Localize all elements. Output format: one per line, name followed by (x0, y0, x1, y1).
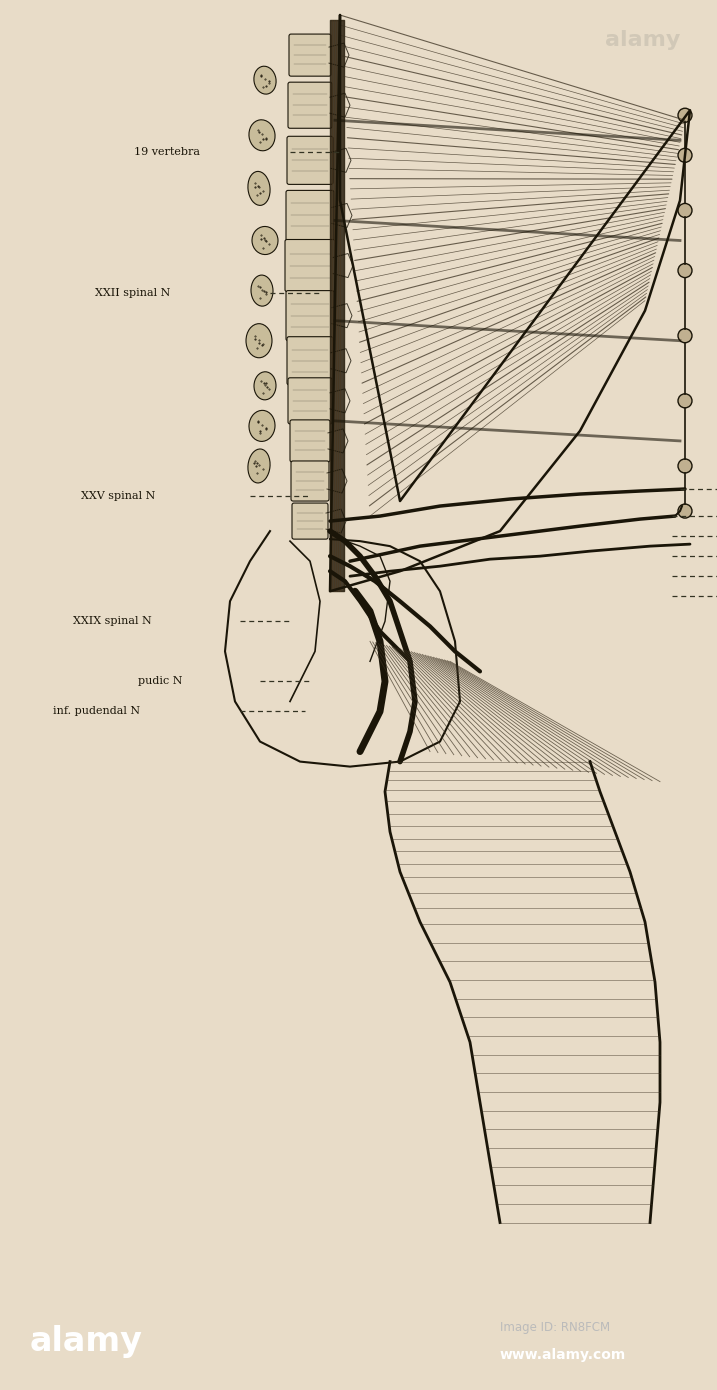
Text: alamy: alamy (30, 1325, 143, 1358)
FancyBboxPatch shape (288, 378, 332, 424)
Text: alamy: alamy (604, 31, 680, 50)
Ellipse shape (249, 120, 275, 150)
Ellipse shape (254, 371, 276, 400)
FancyBboxPatch shape (290, 420, 330, 461)
Text: Image ID: RN8FCM: Image ID: RN8FCM (500, 1322, 610, 1334)
Text: XXV spinal N: XXV spinal N (80, 491, 155, 500)
Circle shape (678, 203, 692, 217)
FancyBboxPatch shape (287, 136, 333, 185)
Ellipse shape (254, 67, 276, 95)
Text: XXII spinal N: XXII spinal N (95, 288, 170, 297)
Ellipse shape (249, 410, 275, 442)
Circle shape (678, 459, 692, 473)
Text: 19 vertebra: 19 vertebra (134, 147, 200, 157)
Ellipse shape (248, 171, 270, 206)
Ellipse shape (246, 324, 272, 357)
Text: inf. pudendal N: inf. pudendal N (53, 706, 140, 716)
Circle shape (678, 149, 692, 163)
FancyBboxPatch shape (292, 503, 328, 539)
FancyBboxPatch shape (286, 291, 334, 341)
Ellipse shape (252, 227, 278, 254)
Ellipse shape (248, 449, 270, 482)
FancyBboxPatch shape (285, 239, 335, 292)
Circle shape (678, 505, 692, 518)
FancyBboxPatch shape (287, 336, 333, 385)
Circle shape (678, 328, 692, 343)
FancyBboxPatch shape (289, 35, 331, 76)
FancyBboxPatch shape (291, 461, 329, 500)
Text: www.alamy.com: www.alamy.com (500, 1348, 626, 1362)
Text: pudic N: pudic N (138, 677, 183, 687)
FancyBboxPatch shape (288, 82, 332, 128)
Text: XXIX spinal N: XXIX spinal N (73, 616, 152, 627)
Ellipse shape (251, 275, 273, 306)
FancyBboxPatch shape (286, 190, 334, 240)
Circle shape (678, 264, 692, 278)
Circle shape (678, 108, 692, 122)
Circle shape (678, 393, 692, 407)
